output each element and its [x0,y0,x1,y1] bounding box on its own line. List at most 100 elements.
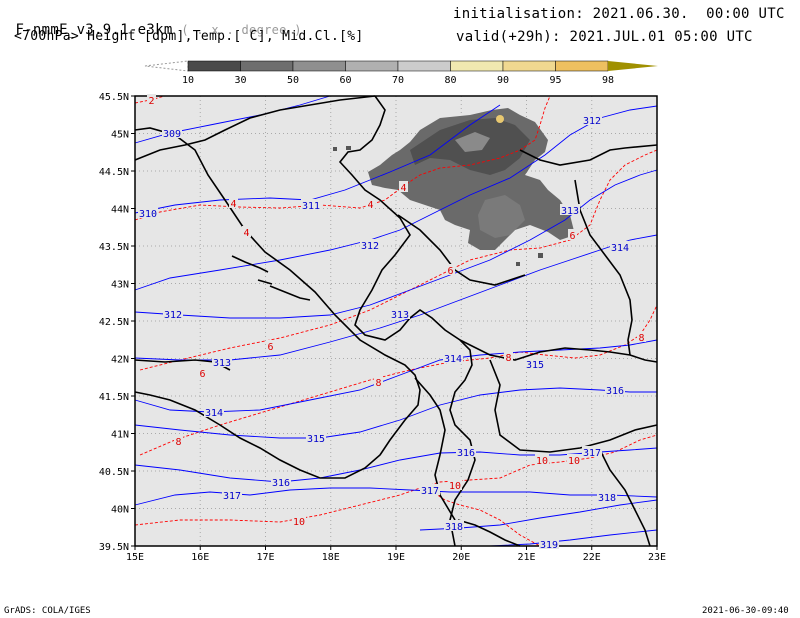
height-label-bg [212,356,232,367]
height-contour-label: 312 [361,241,379,252]
temp-label-bg [567,454,581,465]
height-label-bg [605,384,625,395]
temp-contour-label: 4 [243,228,249,239]
height-contour-label: 319 [540,540,558,551]
temp-label-bg [504,351,513,362]
colorbar-segment [450,60,504,72]
temp-contour-8 [139,304,658,456]
lon-label: 17E [256,552,274,563]
coast-greece-west [457,519,521,547]
temp-contour-label: 10 [449,481,461,492]
temp-contour-label: 6 [199,369,205,380]
height-contour-labels: 309 310 311 312 312 312 313 313 313 314 314 314 315 3… [138,114,630,551]
temp-label-bg [198,367,207,378]
footer-left: GrADS: COLA/IGES [4,606,91,616]
height-label-bg [390,308,410,319]
height-contour-label: 315 [526,360,544,371]
cloud-spot-4 [516,262,520,266]
lat-label: 45.5N [99,92,129,103]
temp-label-bg [448,479,462,490]
model-title: F-nmmE_v3.9.1-e3km ( . x . degree ) [0,6,302,38]
temp-contour-label: 10 [293,517,305,528]
height-contour-317 [134,487,658,506]
height-label-bg [456,446,476,457]
lon-label: 19E [387,552,405,563]
temp-contour-label: 8 [505,353,511,364]
height-contour-label: 318 [445,522,463,533]
height-label-bg [560,204,580,215]
cloud-inner-light [455,132,490,152]
colorbar-label: 10 [182,75,194,86]
temp-contour-label: 8 [638,333,644,344]
temp-label-bg [535,454,549,465]
temp-contour-label: 4 [400,183,406,194]
cloud-spot-3 [538,253,543,258]
border-bosnia-serbia [397,214,526,286]
height-label-bg [222,489,242,500]
temp-label-bg [446,264,455,275]
height-label-bg [420,484,440,495]
lat-label: 41.5N [99,392,129,403]
lat-label: 39.5N [99,542,129,553]
temp-label-bg [174,435,183,446]
temp-label-bg [637,331,646,342]
cloud-spot-2 [333,147,337,151]
border-romania [519,144,658,166]
island-3 [257,279,273,285]
longitude-labels: 15E 16E 17E 18E 19E 20E 21E 22E 23E [126,546,666,563]
temp-contour-label: 8 [175,437,181,448]
field-description: <700hPa> Height [dpm],Temp.[ C], Mid.Cl.… [14,29,364,44]
footer-right: 2021-06-30-09:40 [702,606,789,616]
height-contour-label: 312 [583,116,601,127]
height-label-bg [163,308,183,319]
temp-contour-6 [139,149,658,371]
height-contour-label: 311 [302,201,320,212]
height-label-bg [444,520,464,531]
island-2 [269,285,311,301]
colorbar-label: 30 [234,75,246,86]
height-label-bg [610,241,630,252]
temp-contour-label: 10 [536,456,548,467]
colorbar-label: 50 [287,75,299,86]
height-label-bg [204,406,224,417]
height-contour-label: 313 [213,358,231,369]
colorbar-segment [292,60,346,72]
colorbar-label: 98 [602,75,614,86]
colorbar-low-triangle [144,60,189,72]
temp-label-bg [399,181,408,192]
lat-label: 43N [111,280,129,291]
height-contour-313 [134,234,658,361]
lon-label: 22E [583,552,601,563]
border-greece-north [489,359,658,453]
lat-label: 42.5N [99,317,129,328]
colorbar-label: 70 [392,75,404,86]
temp-contour-label: 10 [568,456,580,467]
colorbar: 10 30 50 60 70 80 90 95 98 [144,60,658,86]
temp-contour-label: 4 [367,200,373,211]
coast-greece-east [599,449,651,547]
lon-label: 23E [648,552,666,563]
height-contour-label: 309 [163,129,181,140]
temp-label-bg [374,376,383,387]
colorbar-segment [240,60,294,72]
colorbar-segment [187,60,241,72]
coast-balkan-west [338,95,476,547]
temperature-contour-labels: 2 4 4 4 4 6 6 6 6 8 8 8 8 10 10 10 10 [147,94,646,528]
height-contour-label: 314 [611,243,629,254]
lat-label: 45N [111,130,129,141]
border-serbia-mk [459,339,658,363]
valid-time: valid(+29h): 2021.JUL.01 05:00 UTC [456,29,753,45]
temp-label-bg [242,226,251,237]
model-name: F-nmmE_v3.9.1-e3km [15,22,173,38]
lat-label: 43.5N [99,242,129,253]
height-contour-label: 317 [583,448,601,459]
country-borders [134,95,658,547]
height-label-bg [539,538,559,549]
height-contour-label: 317 [223,491,241,502]
colorbar-segment [555,60,609,72]
height-contour-label: 318 [598,493,616,504]
lon-label: 15E [126,552,144,563]
lon-label: 21E [517,552,535,563]
height-contour-label: 313 [391,310,409,321]
